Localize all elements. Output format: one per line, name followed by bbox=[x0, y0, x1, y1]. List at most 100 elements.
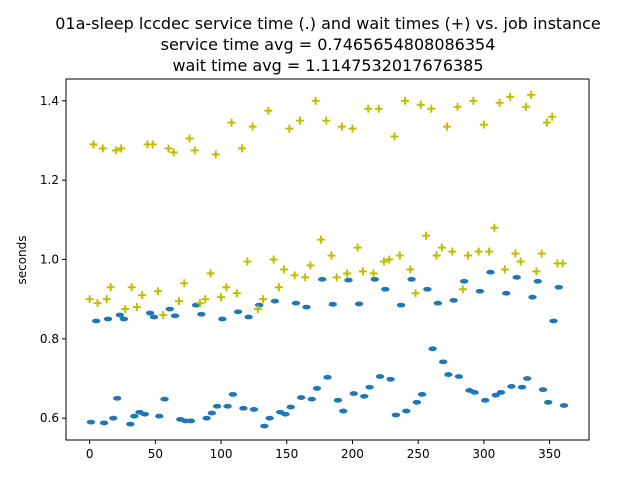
wait-point bbox=[190, 146, 199, 155]
wait-point bbox=[117, 144, 126, 153]
wait-point bbox=[111, 146, 120, 155]
wait-point bbox=[332, 273, 341, 282]
wait-point bbox=[138, 291, 147, 300]
wait-point bbox=[448, 247, 457, 256]
wait-point bbox=[495, 98, 504, 107]
wait-point bbox=[311, 96, 320, 105]
wait-point bbox=[121, 305, 130, 314]
wait-point bbox=[269, 255, 278, 264]
wait-point bbox=[527, 90, 536, 99]
service-point bbox=[449, 297, 458, 303]
service-point bbox=[281, 411, 290, 417]
service-point bbox=[113, 395, 122, 401]
wait-point bbox=[201, 295, 210, 304]
wait-point bbox=[406, 265, 415, 274]
service-point bbox=[249, 407, 259, 412]
y-axis-label: seconds bbox=[15, 235, 29, 284]
wait-point bbox=[427, 104, 436, 113]
service-point bbox=[507, 384, 516, 389]
wait-point bbox=[259, 295, 268, 304]
service-point bbox=[502, 290, 511, 296]
wait-point bbox=[516, 257, 525, 266]
wait-point bbox=[385, 255, 394, 264]
wait-point bbox=[500, 265, 509, 274]
wait-point bbox=[422, 231, 431, 240]
wait-point bbox=[374, 104, 383, 113]
wait-point bbox=[306, 261, 315, 270]
service-point bbox=[207, 410, 217, 416]
wait-point bbox=[474, 247, 483, 256]
service-point bbox=[339, 408, 348, 414]
service-point bbox=[512, 274, 521, 280]
y-tick-label: 1.4 bbox=[40, 94, 59, 108]
wait-point bbox=[458, 285, 467, 294]
service-point bbox=[344, 277, 353, 283]
service-point bbox=[412, 399, 422, 405]
service-point bbox=[496, 389, 506, 395]
service-point bbox=[402, 408, 411, 414]
service-point bbox=[417, 391, 427, 397]
service-point bbox=[323, 374, 332, 380]
wait-point bbox=[264, 106, 273, 115]
service-point bbox=[391, 412, 401, 418]
wait-point bbox=[380, 257, 389, 266]
wait-point bbox=[411, 289, 420, 298]
wait-point bbox=[180, 279, 189, 288]
wait-point bbox=[485, 247, 494, 256]
service-point bbox=[386, 376, 395, 382]
wait-point bbox=[164, 144, 173, 153]
wait-point bbox=[274, 283, 283, 292]
service-point bbox=[115, 312, 125, 318]
service-point bbox=[109, 415, 118, 421]
wait-point bbox=[295, 116, 304, 125]
wait-point bbox=[253, 305, 262, 314]
axis-ticks: 0 50 100 150 200 250 300 350 0.6 0.8 1.0 1.2 1.4 bbox=[40, 94, 561, 461]
service-point bbox=[528, 294, 537, 300]
wait-point bbox=[548, 112, 557, 121]
service-point bbox=[160, 396, 169, 402]
wait-point bbox=[159, 311, 168, 320]
service-point bbox=[438, 359, 448, 365]
service-point bbox=[328, 301, 337, 307]
wait-point bbox=[153, 287, 162, 296]
service-point bbox=[212, 403, 222, 409]
service-point bbox=[170, 313, 180, 319]
wait-point bbox=[469, 96, 478, 105]
wait-point bbox=[248, 122, 257, 131]
wait-point bbox=[369, 269, 378, 278]
service-point bbox=[270, 298, 280, 304]
wait-point bbox=[511, 249, 520, 258]
service-point bbox=[155, 413, 164, 419]
wait-point bbox=[285, 124, 294, 133]
service-point bbox=[312, 386, 322, 391]
wait-point bbox=[102, 295, 111, 304]
wait-point bbox=[453, 102, 462, 111]
wait-point bbox=[395, 251, 404, 260]
service-point bbox=[244, 314, 253, 320]
x-tick-label: 100 bbox=[210, 447, 233, 461]
wait-point bbox=[206, 269, 215, 278]
service-point bbox=[480, 397, 490, 403]
service-point bbox=[470, 389, 479, 395]
wait-point bbox=[327, 251, 336, 260]
service-point bbox=[475, 288, 485, 294]
wait-point bbox=[348, 124, 357, 133]
service-point bbox=[381, 286, 390, 292]
wait-point bbox=[175, 297, 184, 306]
service-point bbox=[265, 415, 274, 421]
y-tick-label: 1.2 bbox=[40, 173, 59, 187]
service-point bbox=[533, 278, 542, 284]
service-point bbox=[145, 310, 155, 316]
y-tick-label: 0.6 bbox=[40, 411, 59, 425]
service-point bbox=[407, 276, 416, 282]
service-point bbox=[202, 415, 211, 421]
service-point bbox=[360, 393, 369, 399]
wait-point bbox=[390, 132, 399, 141]
x-tick-label: 250 bbox=[407, 447, 430, 461]
service-point bbox=[354, 301, 364, 307]
wait-point bbox=[521, 102, 530, 111]
wait-point bbox=[222, 283, 231, 292]
service-point bbox=[140, 411, 150, 417]
x-tick-label: 150 bbox=[275, 447, 298, 461]
